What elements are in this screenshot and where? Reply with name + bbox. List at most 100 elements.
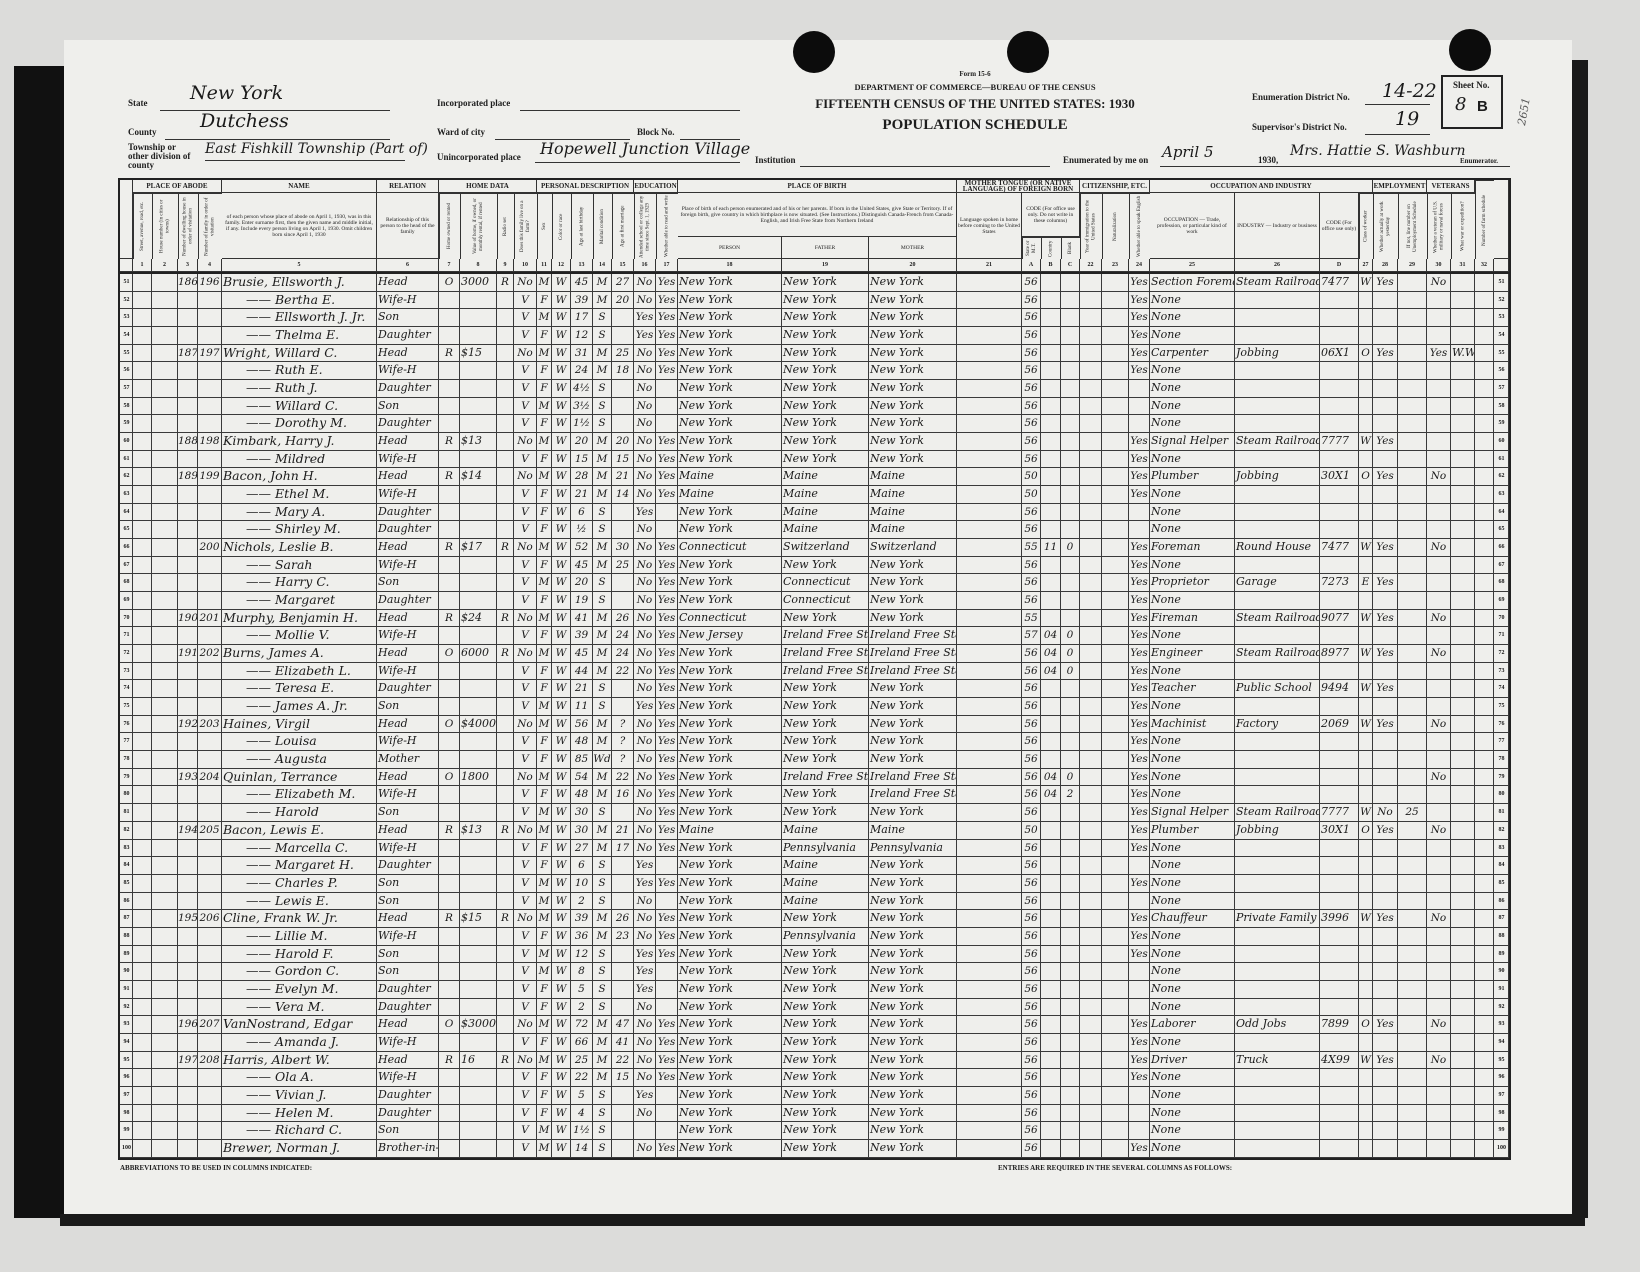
cell-birthplace-person: New Jersey [678,627,782,646]
table-row-line-number: 55 [120,344,133,363]
column-group-header: NAME [222,180,377,193]
cell-birthplace-father: Maine [782,857,869,875]
cell-naturalization [1102,397,1129,416]
cell-sex: M [537,609,552,628]
cell-war [1451,839,1475,858]
cell-birthplace-person: New York [678,963,782,981]
cell-war [1451,927,1475,946]
table-row-line-number: 96 [120,1069,133,1087]
cell-farm-schedule [1475,751,1494,769]
cell-at-work: Yes [1373,645,1398,663]
cell-birthplace-father: New York [782,998,869,1017]
cell-radio-set [497,839,514,858]
cell-farm: V [514,592,537,610]
cell-literacy [656,980,678,999]
cell-industry-code [1320,486,1359,504]
cell-literacy: Yes [656,433,678,451]
cell-family-number [198,786,222,805]
cell-class-of-worker [1359,768,1373,787]
cell-family-number [198,857,222,875]
cell-naturalization [1102,874,1129,893]
cell-immigration-year [1080,380,1102,398]
cell-birthplace-mother: New York [869,1069,957,1087]
cell-industry: Truck [1235,1051,1320,1070]
cell-industry [1235,627,1320,646]
cell-line-number: 71 [1494,627,1509,646]
cell-relation: Daughter [377,1086,439,1105]
cell-code-a: 56 [1022,503,1041,522]
cell-code-b [1041,486,1061,504]
cell-mother-tongue [957,274,1022,292]
cell-naturalization [1102,1104,1129,1123]
cell-age-first-marriage [612,574,634,593]
cell-birthplace-father: New York [782,609,869,628]
cell-house-number [152,433,178,451]
cell-name: Willard C. [222,397,377,416]
cell-dwelling-number [178,309,198,328]
cell-name: Vivian J. [222,1086,377,1105]
cell-street [133,450,152,469]
cell-birthplace-father: New York [782,1104,869,1123]
table-row-line-number: 56 [120,362,133,381]
cell-line-number: 91 [1494,980,1509,999]
cell-dwelling-number [178,503,198,522]
cell-at-work [1373,592,1398,610]
cell-race: W [552,468,571,487]
cell-class-of-worker [1359,892,1373,911]
cell-industry [1235,397,1320,416]
cell-line-number: 55 [1494,344,1509,363]
cell-family-number [198,1033,222,1052]
cell-mother-tongue [957,486,1022,504]
cell-relation: Wife-H [377,486,439,504]
column-number: 19 [782,259,869,272]
cell-farm-schedule [1475,433,1494,451]
cell-marital-status: M [593,786,612,805]
cell-farm-schedule [1475,1016,1494,1034]
cell-race: W [552,645,571,663]
cell-at-work [1373,892,1398,911]
cell-dwelling-number [178,680,198,699]
cell-at-work [1373,751,1398,769]
cell-code-c [1061,415,1080,434]
cell-occupation: None [1150,1122,1235,1140]
cell-naturalization [1102,380,1129,398]
cell-literacy: Yes [656,645,678,663]
cell-farm-schedule [1475,786,1494,805]
cell-class-of-worker: O [1359,344,1373,363]
cell-family-number [198,998,222,1017]
cell-birthplace-father: New York [782,291,869,310]
cell-house-number [152,857,178,875]
cell-age-first-marriage: ? [612,715,634,734]
cell-radio-set [497,680,514,699]
cell-occupation: None [1150,1086,1235,1105]
cell-literacy: Yes [656,468,678,487]
cell-age-first-marriage: 24 [612,645,634,663]
cell-dwelling-number [178,1104,198,1123]
population-schedule-table: PLACE OF ABODE NAME RELATION HOME DATA PERSO… [118,178,1511,1160]
cell-age: 31 [571,344,593,363]
cell-war [1451,362,1475,381]
cell-at-work [1373,963,1398,981]
cell-war [1451,503,1475,522]
cell-family-number [198,892,222,911]
cell-farm: V [514,1122,537,1140]
cell-farm-schedule [1475,698,1494,716]
cell-birthplace-person: New York [678,1051,782,1070]
cell-birthplace-mother: New York [869,963,957,981]
column-header-label: FATHER [782,237,869,259]
cell-code-a: 56 [1022,857,1041,875]
cell-home-value: $13 [460,821,497,840]
cell-school-attendance: No [634,715,656,734]
table-row-line-number: 68 [120,574,133,593]
cell-occupation: Engineer [1150,645,1235,663]
cell-unemployment-line [1398,450,1427,469]
column-header-label: Year of immigration to the United States [1080,193,1102,259]
cell-war [1451,662,1475,681]
cell-immigration-year [1080,874,1102,893]
cell-mother-tongue [957,1086,1022,1105]
cell-veteran [1427,503,1451,522]
cell-speaks-english: Yes [1129,839,1150,858]
cell-relation: Wife-H [377,1069,439,1087]
cell-age: 39 [571,910,593,928]
cell-radio-set: R [497,821,514,840]
